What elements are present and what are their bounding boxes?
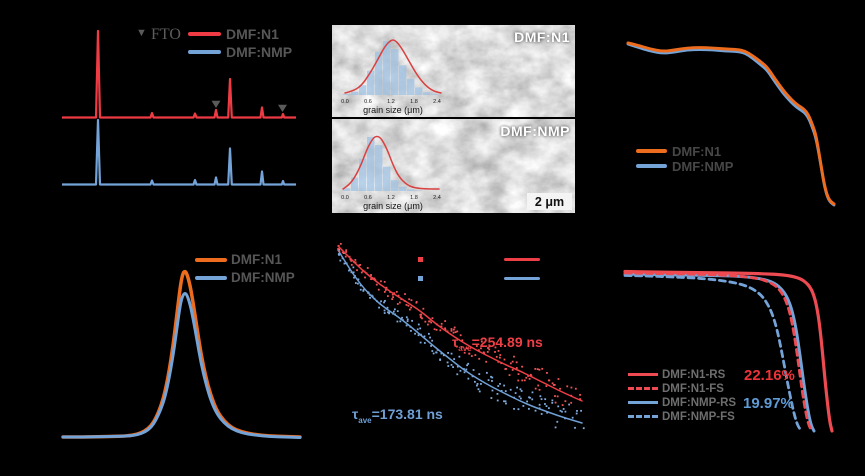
xrd-legend-fto-label: FTO — [151, 26, 181, 43]
eqe-legend-nmp-swatch — [636, 164, 667, 168]
inset-bot-xlabel: grain size (μm) — [363, 201, 423, 211]
eqe-legend-n1-swatch — [636, 149, 667, 153]
inset-top-tick-3: 1.8 — [410, 99, 418, 105]
trpl-plot — [337, 242, 585, 430]
jv-legend-n1-fs-label: DMF:N1-FS — [662, 383, 724, 395]
xrd-legend-nmp-label: DMF:NMP — [226, 44, 293, 60]
panel-sem: DMF:N1 0.0 0.6 1.2 1.8 2.4 grain size (μ… — [332, 25, 575, 213]
panel-eqe — [625, 35, 840, 210]
inset-top-tick-2: 1.2 — [387, 99, 395, 105]
jv-plot — [623, 269, 834, 433]
inset-bot-tick-2: 1.2 — [387, 195, 395, 201]
pl-legend-n1-swatch — [195, 258, 227, 262]
pl-legend-nmp-swatch — [195, 276, 227, 280]
trpl-legend-n1-line — [504, 258, 540, 261]
jv-legend-nmp-fs-swatch — [628, 415, 658, 418]
inset-bot-tick-0: 0.0 — [341, 195, 349, 201]
inset-top-tick-1: 0.6 — [364, 99, 372, 105]
panel-jv — [623, 265, 855, 435]
sem-image-dmf-n1: DMF:N1 0.0 0.6 1.2 1.8 2.4 grain size (μ… — [332, 25, 575, 117]
tau-n1-value: =254.89 ns — [471, 334, 543, 350]
jv-pce-nmp: 19.97% — [743, 395, 794, 412]
jv-legend-n1-rs-label: DMF:N1-RS — [662, 369, 726, 381]
eqe-legend-nmp-label: DMF:NMP — [672, 159, 734, 174]
inset-bot-tick-3: 1.8 — [410, 195, 418, 201]
jv-legend-n1-fs-swatch — [628, 387, 658, 390]
xrd-legend-nmp-swatch — [188, 50, 221, 54]
fto-triangle-icon: ▼ — [136, 27, 147, 39]
trpl-legend-n1-marker — [418, 257, 423, 262]
scale-bar: 2 μm — [527, 193, 572, 210]
sem-image-dmf-nmp: DMF:NMP 0.0 0.6 1.2 1.8 2.4 grain size (… — [332, 119, 575, 213]
xrd-plot — [62, 29, 296, 186]
trpl-tau-nmp: τave=173.81 ns — [352, 406, 443, 425]
tau-nmp-value: =173.81 ns — [371, 406, 443, 422]
panel-trpl — [335, 240, 585, 440]
panel-xrd — [55, 20, 305, 200]
pl-legend-nmp-label: DMF:NMP — [231, 270, 295, 285]
inset-top-xlabel: grain size (μm) — [363, 105, 423, 115]
trpl-tau-n1: τave=254.89 ns — [452, 334, 543, 353]
jv-legend-n1-rs-swatch — [628, 373, 658, 376]
jv-legend-nmp-rs-swatch — [628, 401, 658, 404]
inset-top-tick-0: 0.0 — [341, 99, 349, 105]
sem-bottom-label: DMF:NMP — [500, 123, 570, 139]
pl-plot — [61, 269, 302, 439]
xrd-legend-n1-label: DMF:N1 — [226, 26, 279, 42]
tau-symbol-2: τ — [352, 406, 359, 422]
grain-size-inset-top: 0.0 0.6 1.2 1.8 2.4 grain size (μm) — [341, 39, 442, 115]
trpl-legend-nmp-marker — [418, 276, 423, 281]
tau-symbol: τ — [452, 334, 459, 350]
panel-pl — [55, 250, 305, 450]
jv-pce-n1: 22.16% — [744, 367, 795, 384]
tau-sub: ave — [458, 343, 472, 353]
inset-bot-tick-1: 0.6 — [364, 195, 372, 201]
eqe-legend-n1-label: DMF:N1 — [672, 144, 722, 159]
tau-sub-2: ave — [358, 415, 372, 425]
inset-bot-tick-4: 2.4 — [433, 195, 441, 201]
sem-top-label: DMF:N1 — [514, 29, 570, 45]
eqe-plot — [626, 41, 836, 207]
inset-top-tick-4: 2.4 — [433, 99, 441, 105]
xrd-legend-n1-swatch — [188, 32, 221, 36]
jv-legend-nmp-rs-label: DMF:NMP-RS — [662, 397, 737, 409]
jv-legend-nmp-fs-label: DMF:NMP-FS — [662, 411, 735, 423]
grain-size-inset-bottom: 0.0 0.6 1.2 1.8 2.4 grain size (μm) — [341, 135, 441, 211]
trpl-legend-nmp-line — [504, 277, 540, 280]
pl-legend-n1-label: DMF:N1 — [231, 252, 282, 267]
